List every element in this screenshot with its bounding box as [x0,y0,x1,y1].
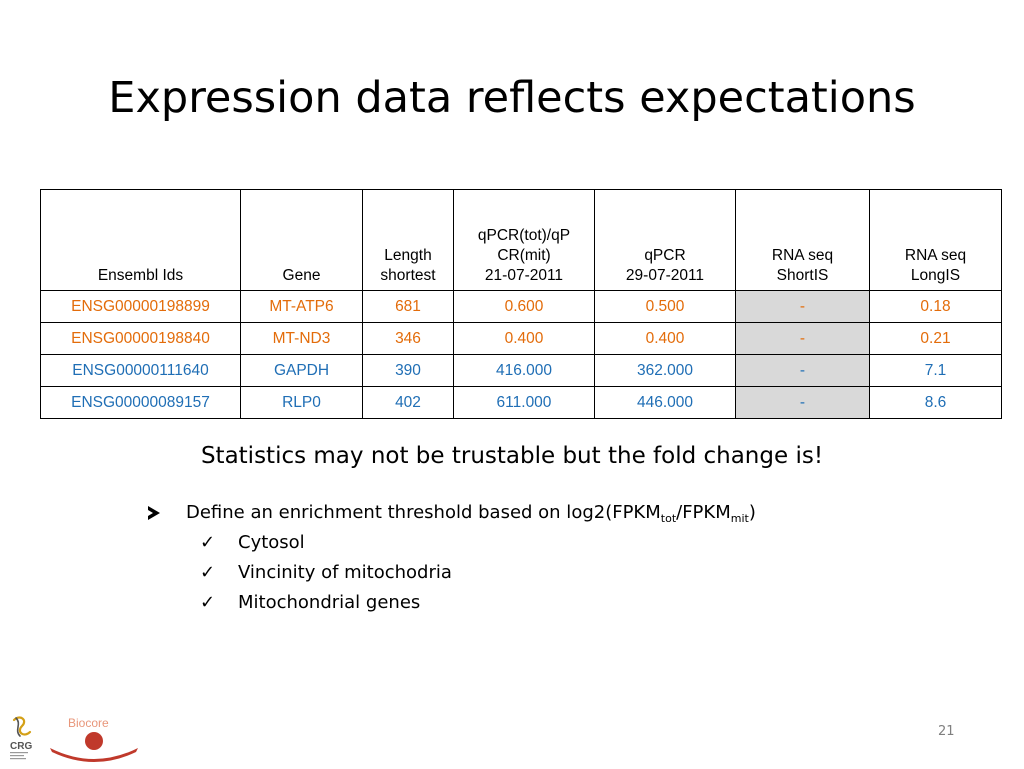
cell-ensembl-id: ENSG00000198840 [40,322,241,355]
table-row: ENSG00000198840 MT-ND3 346 0.400 0.400 -… [40,322,1002,355]
bullet-sub-text: Mitochondrial genes [238,592,421,613]
header-qpcr: qPCR 29-07-2011 [594,189,736,291]
bullet-main-text: Define an enrichment threshold based on … [186,502,756,525]
cell-gene: MT-ND3 [240,322,363,355]
cell-length: 402 [362,386,454,419]
biocore-logo: CRG Biocore [6,712,146,764]
biocore-logo-graphic: CRG Biocore [10,716,138,762]
cell-rnaseq-shortis: - [735,322,870,355]
bullet-sub-text: Vincinity of mitochodria [238,562,452,583]
table-row: ENSG00000111640 GAPDH 390 416.000 362.00… [40,354,1002,387]
table-header-row: Ensembl Ids Gene Length shortest qPCR(tot… [40,189,1002,291]
cell-gene: MT-ATP6 [240,290,363,323]
header-ensembl-ids: Ensembl Ids [40,189,241,291]
cell-qpcr-ratio: 611.000 [453,386,595,419]
cell-qpcr-ratio: 416.000 [453,354,595,387]
cell-rnaseq-shortis: - [735,290,870,323]
cell-ensembl-id: ENSG00000111640 [40,354,241,387]
checkmark-icon: ✓ [200,532,216,553]
header-rnaseq-longis: RNA seq LongIS [869,189,1002,291]
bullet-sub-text: Cytosol [238,532,305,553]
header-qpcr-ratio: qPCR(tot)/qP CR(mit) 21-07-2011 [453,189,595,291]
cell-length: 681 [362,290,454,323]
table-row: ENSG00000089157 RLP0 402 611.000 446.000… [40,386,1002,419]
cell-ensembl-id: ENSG00000089157 [40,386,241,419]
cell-gene: GAPDH [240,354,363,387]
cell-rnaseq-longis: 8.6 [869,386,1002,419]
cell-rnaseq-longis: 0.18 [869,290,1002,323]
cell-length: 346 [362,322,454,355]
cell-qpcr: 0.500 [594,290,736,323]
bullet-sub-item: ✓ Mitochondrial genes [148,590,756,620]
cell-qpcr-ratio: 0.400 [453,322,595,355]
cell-qpcr: 362.000 [594,354,736,387]
bullet-list: Define an enrichment threshold based on … [148,500,756,620]
page-number: 21 [938,724,955,739]
slide-subtitle: Statistics may not be trustable but the … [200,443,824,469]
bullet-main: Define an enrichment threshold based on … [148,500,756,530]
arrow-bullet-icon [148,506,160,520]
cell-rnaseq-shortis: - [735,386,870,419]
header-gene: Gene [240,189,363,291]
cell-rnaseq-longis: 7.1 [869,354,1002,387]
cell-rnaseq-shortis: - [735,354,870,387]
table-row: ENSG00000198899 MT-ATP6 681 0.600 0.500 … [40,290,1002,323]
cell-rnaseq-longis: 0.21 [869,322,1002,355]
cell-qpcr: 0.400 [594,322,736,355]
cell-length: 390 [362,354,454,387]
cell-qpcr-ratio: 0.600 [453,290,595,323]
slide-title: Expression data reflects expectations [108,73,916,123]
cell-gene: RLP0 [240,386,363,419]
svg-text:CRG: CRG [10,741,32,752]
expression-table: Ensembl Ids Gene Length shortest qPCR(tot… [40,189,1002,419]
cell-qpcr: 446.000 [594,386,736,419]
bullet-sub-item: ✓ Vincinity of mitochodria [148,560,756,590]
header-rnaseq-shortis: RNA seq ShortIS [735,189,870,291]
svg-text:Biocore: Biocore [68,716,109,730]
checkmark-icon: ✓ [200,562,216,583]
bullet-sub-item: ✓ Cytosol [148,530,756,560]
header-length-shortest: Length shortest [362,189,454,291]
cell-ensembl-id: ENSG00000198899 [40,290,241,323]
checkmark-icon: ✓ [200,592,216,613]
